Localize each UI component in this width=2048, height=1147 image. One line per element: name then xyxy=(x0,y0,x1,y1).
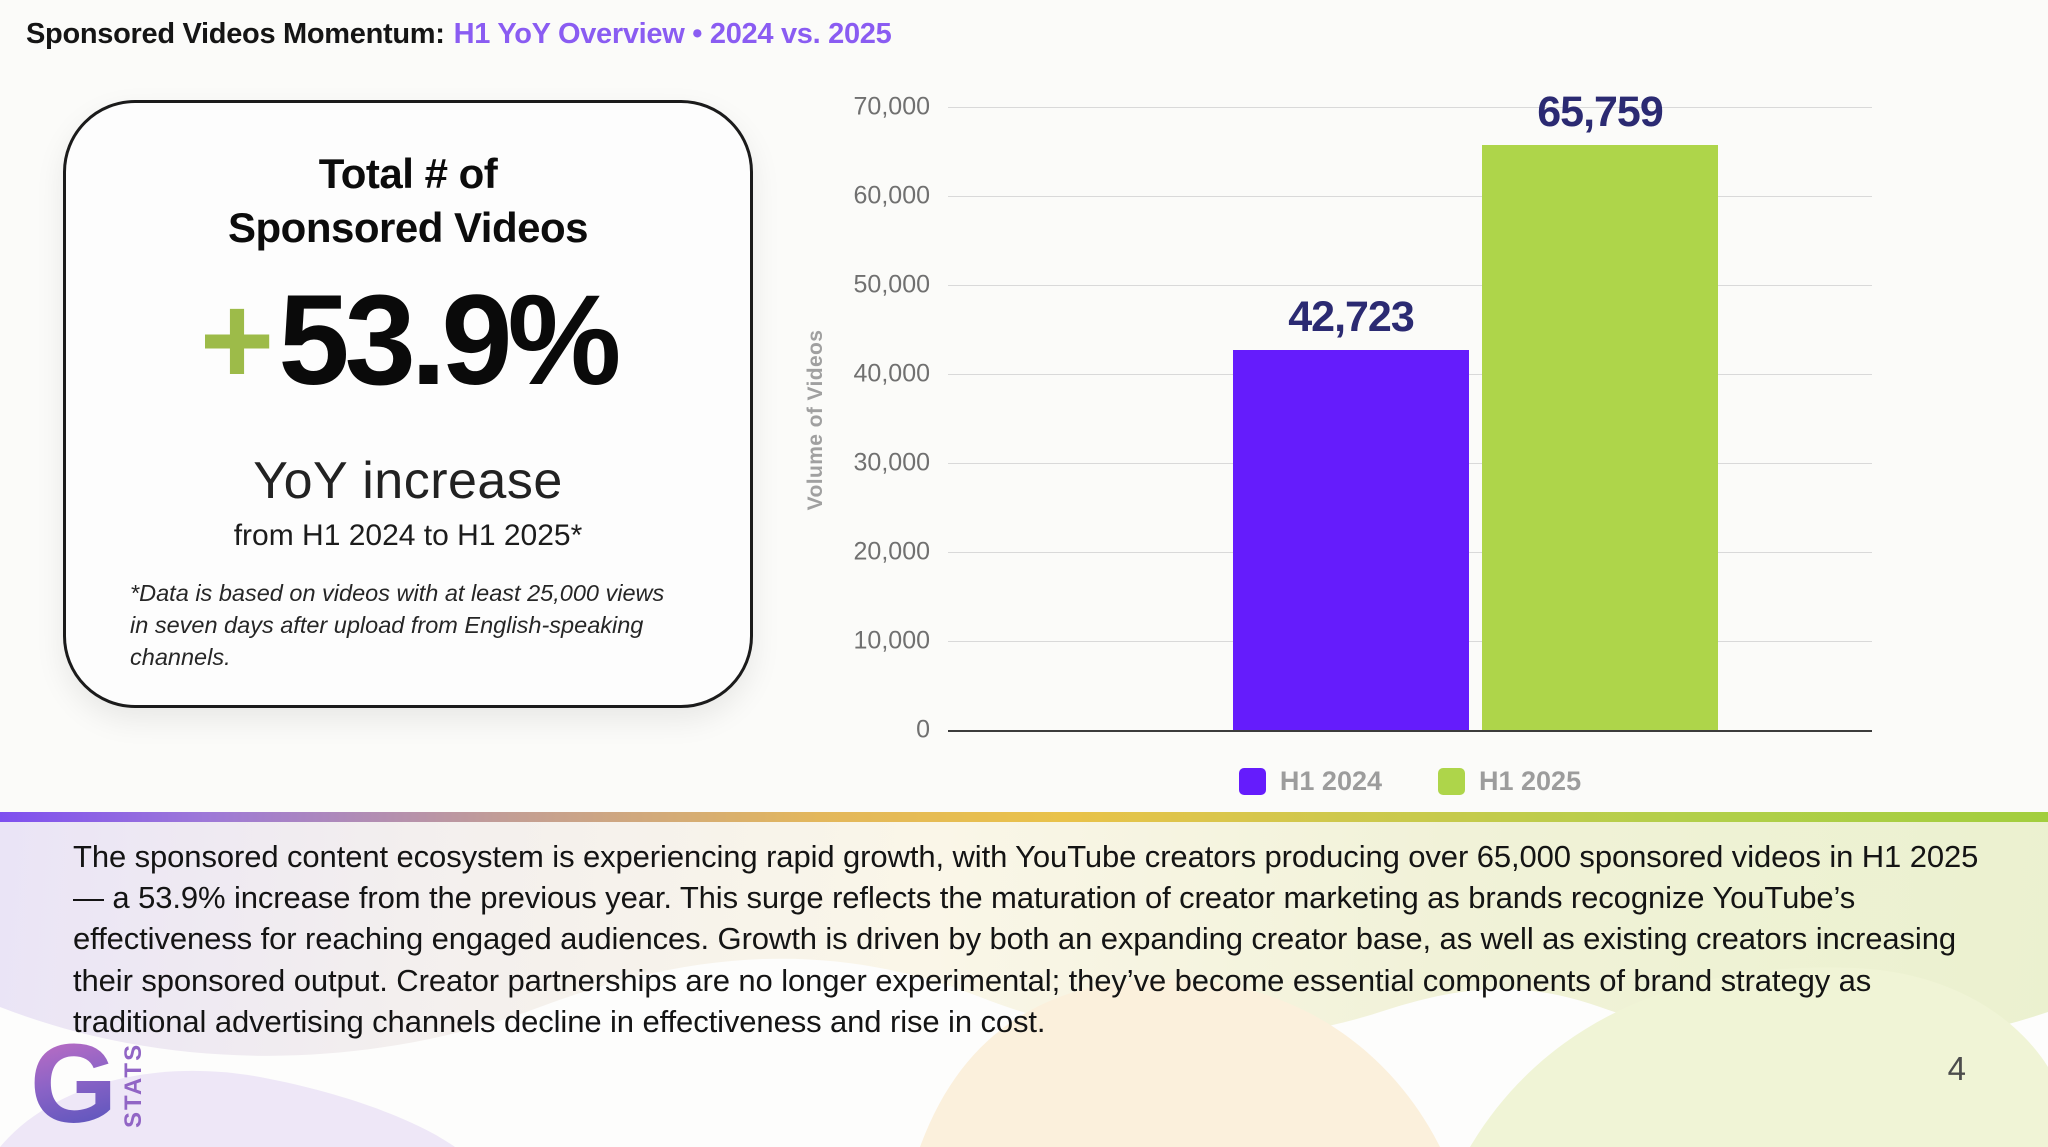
legend-label: H1 2024 xyxy=(1279,766,1382,796)
bar-h1-2024 xyxy=(1233,349,1469,730)
y-axis-title: Volume of Videos xyxy=(804,329,827,511)
y-tick-label: 60,000 xyxy=(853,181,930,210)
logo-letter: G xyxy=(30,1021,118,1146)
y-tick-label: 0 xyxy=(916,715,930,744)
stat-percentage: 53.9% xyxy=(278,268,621,412)
legend-swatch xyxy=(1238,768,1266,795)
gradient-divider xyxy=(0,812,2048,822)
y-tick-label: 30,000 xyxy=(853,448,930,477)
stat-plus-sign: + xyxy=(199,268,275,412)
logo-text: STATS xyxy=(120,1042,148,1128)
stat-card: Total # of Sponsored Videos +53.9% YoY i… xyxy=(63,100,753,708)
title-prefix: Sponsored Videos Momentum: xyxy=(26,18,445,50)
page-title: Sponsored Videos Momentum: H1 YoY Overvie… xyxy=(26,18,892,51)
y-tick-label: 70,000 xyxy=(853,92,930,121)
bar-value-label: 65,759 xyxy=(1537,87,1664,136)
chart-legend: H1 2024 H1 2025 xyxy=(948,766,1872,797)
y-tick-label: 20,000 xyxy=(853,537,930,566)
page-number: 4 xyxy=(1947,1050,1966,1087)
summary-paragraph: The sponsored content ecosystem is exper… xyxy=(73,839,1979,1039)
gridline xyxy=(948,196,1872,197)
stat-card-title-line1: Total # of xyxy=(318,150,498,197)
y-tick-label: 10,000 xyxy=(853,626,930,655)
stat-subtitle: YoY increase xyxy=(253,451,563,510)
y-tick-label: 40,000 xyxy=(853,359,930,388)
legend-label: H1 2025 xyxy=(1479,766,1582,796)
stat-footnote: *Data is based on videos with at least 2… xyxy=(130,579,665,671)
gstats-logo: G STATS xyxy=(30,1021,148,1146)
gridline xyxy=(948,107,1872,108)
legend-item-h1-2025: H1 2025 xyxy=(1438,766,1581,797)
gridline xyxy=(948,285,1872,286)
stat-period: from H1 2024 to H1 2025* xyxy=(233,518,583,552)
bar-value-label: 42,723 xyxy=(1288,292,1415,341)
stat-card-title: Total # of Sponsored Videos xyxy=(66,147,750,255)
title-highlight: H1 YoY Overview • 2024 vs. 2025 xyxy=(453,18,892,50)
legend-item-h1-2024: H1 2024 xyxy=(1238,766,1382,797)
bar-chart: Volume of Videos 0 10,000 20,000 30,000 40,0… xyxy=(800,70,1940,815)
x-axis-baseline xyxy=(948,730,1872,732)
bar-h1-2025 xyxy=(1482,144,1718,730)
summary-section: The sponsored content ecosystem is exper… xyxy=(0,822,2048,1147)
legend-swatch xyxy=(1438,768,1465,795)
background-waves xyxy=(0,958,2048,1147)
y-tick-label: 50,000 xyxy=(853,270,930,299)
stat-card-title-line2: Sponsored Videos xyxy=(228,203,588,251)
stat-value: +53.9% xyxy=(66,276,750,405)
